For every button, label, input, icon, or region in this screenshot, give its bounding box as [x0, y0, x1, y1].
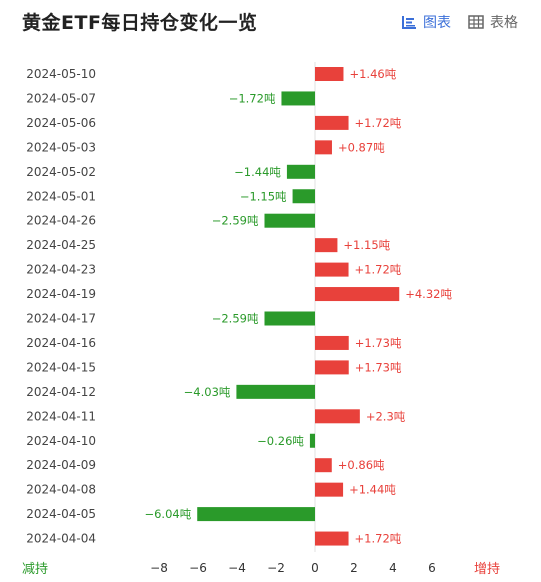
date-label: 2024-05-02: [26, 165, 96, 179]
date-label: 2024-04-09: [26, 458, 96, 472]
bar: [315, 287, 400, 302]
bar: [315, 140, 332, 155]
date-label: 2024-04-26: [26, 214, 96, 228]
bar: [315, 238, 338, 253]
bar: [315, 360, 349, 375]
bar: [315, 458, 332, 473]
date-label: 2024-05-06: [26, 116, 96, 130]
date-label: 2024-04-25: [26, 238, 96, 252]
value-label: +1.73吨: [355, 360, 402, 374]
bar: [309, 433, 315, 448]
table-view-button[interactable]: 表格: [468, 12, 518, 32]
bar: [264, 311, 315, 326]
chart-view-button[interactable]: 图表: [401, 12, 451, 32]
x-tick-label: −2: [267, 561, 285, 575]
value-label: −1.72吨: [229, 91, 276, 105]
value-label: +1.72吨: [355, 116, 402, 130]
bar: [292, 189, 315, 204]
date-label: 2024-04-17: [26, 312, 96, 326]
date-label: 2024-05-07: [26, 91, 96, 105]
table-view-label: 表格: [490, 15, 518, 31]
x-tick-label: −6: [189, 561, 207, 575]
date-label: 2024-05-01: [26, 189, 96, 203]
value-label: +2.3吨: [366, 409, 406, 423]
date-label: 2024-04-16: [26, 336, 96, 350]
bar: [315, 531, 349, 546]
bar: [286, 164, 315, 179]
x-tick-label: −4: [228, 561, 246, 575]
bar: [315, 115, 349, 130]
chart-view-label: 图表: [423, 15, 451, 31]
date-label: 2024-04-08: [26, 483, 96, 497]
date-label: 2024-04-05: [26, 507, 96, 521]
value-label: +1.44吨: [349, 483, 396, 497]
value-label: +0.87吨: [338, 140, 385, 154]
value-label: +1.72吨: [355, 532, 402, 546]
value-label: +1.73吨: [355, 336, 402, 350]
bar: [315, 335, 349, 350]
value-label: −6.04吨: [144, 507, 191, 521]
header: 黄金ETF每日持仓变化一览 图表 表格: [0, 0, 541, 44]
value-label: +0.86吨: [338, 458, 385, 472]
value-label: −1.15吨: [240, 189, 287, 203]
value-label: +1.15吨: [343, 238, 390, 252]
x-tick-label: −8: [150, 561, 168, 575]
x-tick-label: 4: [389, 561, 397, 575]
value-label: +1.46吨: [349, 67, 396, 81]
date-label: 2024-04-11: [26, 409, 96, 423]
value-label: −1.44吨: [234, 165, 281, 179]
increase-legend-label: 增持: [474, 562, 501, 577]
table-icon: [468, 15, 484, 29]
value-label: +1.72吨: [355, 263, 402, 277]
value-label: −4.03吨: [184, 385, 231, 399]
date-label: 2024-04-19: [26, 287, 96, 301]
bar-chart-icon: [401, 15, 417, 30]
date-label: 2024-04-15: [26, 360, 96, 374]
value-label: −2.59吨: [212, 312, 259, 326]
bar: [315, 482, 344, 497]
bar: [315, 262, 349, 277]
bar: [315, 67, 344, 81]
date-label: 2024-05-10: [26, 67, 96, 81]
date-label: 2024-04-10: [26, 434, 96, 448]
bar: [197, 507, 315, 522]
bar: [236, 384, 315, 399]
bar: [264, 213, 315, 228]
bar: [281, 91, 315, 106]
date-label: 2024-04-12: [26, 385, 96, 399]
bar: [315, 409, 360, 424]
x-tick-label: 0: [311, 561, 319, 575]
date-label: 2024-04-04: [26, 532, 96, 546]
date-label: 2024-04-23: [26, 263, 96, 277]
value-label: −0.26吨: [257, 434, 304, 448]
x-tick-label: 6: [428, 561, 436, 575]
page-title: 黄金ETF每日持仓变化一览: [22, 12, 258, 34]
decrease-legend-label: 减持: [22, 562, 49, 577]
x-tick-label: 2: [350, 561, 358, 575]
value-label: +4.32吨: [405, 287, 452, 301]
date-label: 2024-05-03: [26, 140, 96, 154]
value-label: −2.59吨: [212, 214, 259, 228]
